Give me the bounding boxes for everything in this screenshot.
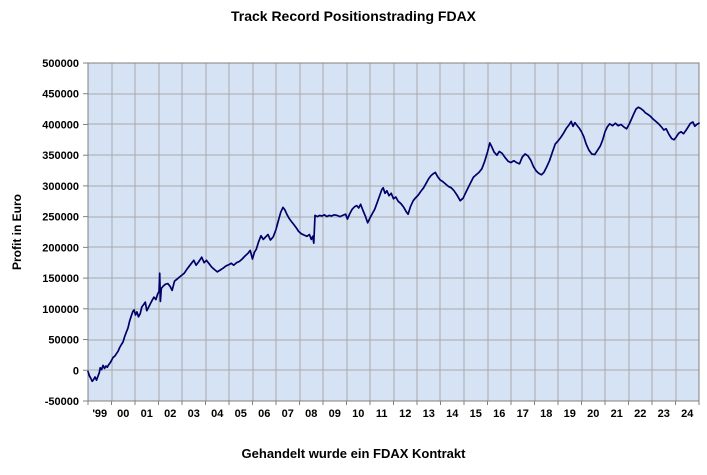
x-tick-label: 22 — [634, 408, 646, 420]
vertical-gridlines — [111, 63, 677, 401]
x-tick-label: 13 — [423, 408, 435, 420]
y-tick-label: 450000 — [42, 89, 79, 101]
y-tick-label: 400000 — [42, 119, 79, 131]
y-tick-label: 500000 — [42, 58, 79, 70]
equity-curve-line — [87, 106, 700, 383]
y-tick-label: -50000 — [45, 396, 79, 408]
y-tick-label: 0 — [73, 365, 79, 377]
y-tick-label: 250000 — [42, 212, 79, 224]
y-tick-label: 300000 — [42, 181, 79, 193]
chart-title: Track Record Positionstrading FDAX — [230, 8, 477, 24]
y-tick-label: 350000 — [42, 150, 79, 162]
y-tick-label: 100000 — [42, 304, 79, 316]
x-tick-label: 18 — [540, 408, 552, 420]
x-tick-label: 12 — [399, 408, 411, 420]
x-tick-label: 00 — [117, 408, 129, 420]
x-tick-label: 10 — [352, 408, 364, 420]
x-tick-label: 20 — [587, 408, 599, 420]
x-tick-label: 14 — [446, 408, 459, 420]
x-axis-caption: Gehandelt wurde ein FDAX Kontrakt — [241, 446, 466, 461]
x-tick-label: '99 — [92, 408, 107, 420]
x-tick-label: 17 — [517, 408, 529, 420]
x-tick-label: 11 — [376, 408, 388, 420]
x-tick-label: 16 — [493, 408, 505, 420]
x-tick-label: 15 — [470, 408, 482, 420]
x-tick-label: 04 — [211, 408, 224, 420]
x-tick-label: 03 — [188, 408, 200, 420]
x-tick-label: 09 — [329, 408, 341, 420]
y-axis-ticks: 5000004500004000003500003000002500002000… — [42, 58, 88, 408]
x-tick-label: 02 — [164, 408, 176, 420]
x-tick-label: 05 — [235, 408, 247, 420]
x-tick-label: 23 — [658, 408, 670, 420]
x-tick-label: 19 — [564, 408, 576, 420]
x-tick-label: 01 — [141, 408, 153, 420]
x-tick-label: 07 — [282, 408, 294, 420]
x-tick-label: 21 — [611, 408, 623, 420]
y-tick-label: 150000 — [42, 273, 79, 285]
x-axis-ticks: '99 00 01 02 03 04 05 06 07 08 09 10 11 12 13 14 15 16 17 1… — [87, 401, 700, 420]
x-tick-label: 06 — [258, 408, 270, 420]
x-tick-label: 08 — [305, 408, 317, 420]
y-tick-label: 50000 — [48, 335, 79, 347]
y-tick-label: 200000 — [42, 242, 79, 254]
x-tick-label: 24 — [681, 408, 694, 420]
